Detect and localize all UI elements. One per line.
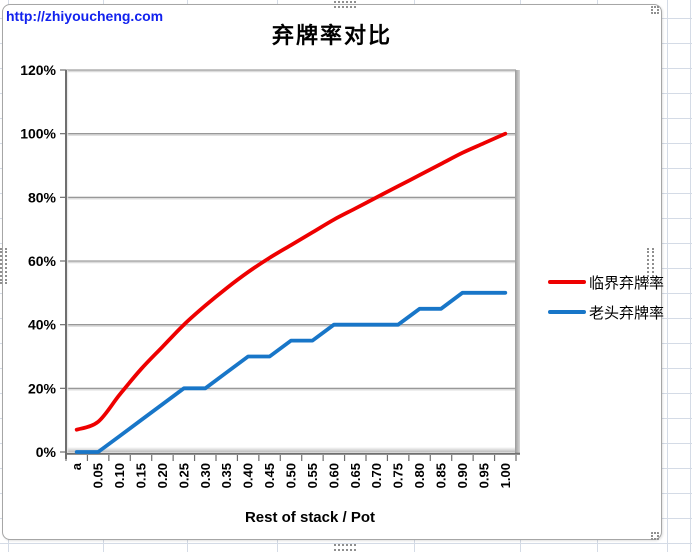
legend-item-1[interactable]: 老头弃牌率: [548, 297, 664, 327]
x-axis-tick-label: 0.05: [91, 463, 106, 488]
sheet-column-line: [667, 0, 668, 552]
x-axis-tick-label: 0.15: [134, 463, 149, 488]
x-axis-tick-label: 0.75: [391, 463, 406, 488]
x-axis-tick-label: 0.80: [412, 463, 427, 488]
y-axis-tick-label: 60%: [28, 253, 57, 269]
plot-floor-bevel: [66, 447, 516, 452]
x-axis-tick-label: 1.00: [498, 463, 513, 488]
chart-resize-handle-right[interactable]: [647, 248, 654, 284]
x-axis-tick-label: 0.45: [262, 463, 277, 488]
chart-resize-handle-bottom[interactable]: [334, 544, 356, 551]
legend-label: 临界弃牌率: [589, 274, 665, 292]
y-axis-tick-label: 0%: [36, 444, 57, 460]
chart-legend[interactable]: 临界弃牌率老头弃牌率: [548, 267, 664, 327]
legend-line-swatch: [548, 310, 586, 314]
x-axis-tick-label: 0.65: [348, 463, 363, 488]
y-axis-tick-label: 100%: [20, 126, 56, 142]
x-axis-tick-label: 0.30: [198, 463, 213, 488]
legend-label: 老头弃牌率: [589, 304, 665, 322]
x-axis-tick-label: 0.90: [455, 463, 470, 488]
series-line-1[interactable]: [74, 290, 508, 454]
hyperlink-cell-text[interactable]: http://zhiyoucheng.com: [6, 8, 164, 24]
x-axis-tick-label: 0.35: [219, 463, 234, 488]
x-axis-tick-label: 0.70: [369, 463, 384, 488]
chart-resize-handle-bottom-right[interactable]: [651, 532, 659, 540]
y-axis-tick-label: 120%: [20, 62, 56, 78]
sheet-column-line: [690, 0, 691, 552]
chart-resize-handle-left[interactable]: [0, 248, 7, 284]
plot-right-wall: [515, 70, 520, 454]
y-axis-tick-label: 40%: [28, 317, 57, 333]
x-axis-tick-label: a: [69, 462, 84, 470]
y-axis-tick-label: 20%: [28, 380, 57, 396]
x-axis-tick-label: 0.50: [284, 463, 299, 488]
x-axis-tick-label: 0.25: [176, 463, 191, 488]
x-axis-tick-label: 0.95: [476, 463, 491, 488]
x-axis-tick-label: 0.55: [305, 463, 320, 488]
x-axis-title[interactable]: Rest of stack / Pot: [244, 509, 376, 526]
x-axis-tick-label: 0.10: [112, 463, 127, 488]
x-axis-tick-label: 0.60: [326, 463, 341, 488]
x-axis-tick-label: 0.40: [241, 463, 256, 488]
chart-title[interactable]: 弃牌率对比: [271, 23, 392, 48]
chart-resize-handle-top[interactable]: [334, 1, 356, 8]
chart-resize-handle-top-right[interactable]: [651, 6, 659, 14]
legend-item-0[interactable]: 临界弃牌率: [548, 267, 664, 297]
legend-line-swatch: [548, 280, 586, 284]
x-axis-tick-label: 0.85: [434, 463, 449, 488]
x-axis-tick-label: 0.20: [155, 463, 170, 488]
y-axis-tick-label: 80%: [28, 189, 57, 205]
series-line-0[interactable]: [74, 131, 508, 432]
